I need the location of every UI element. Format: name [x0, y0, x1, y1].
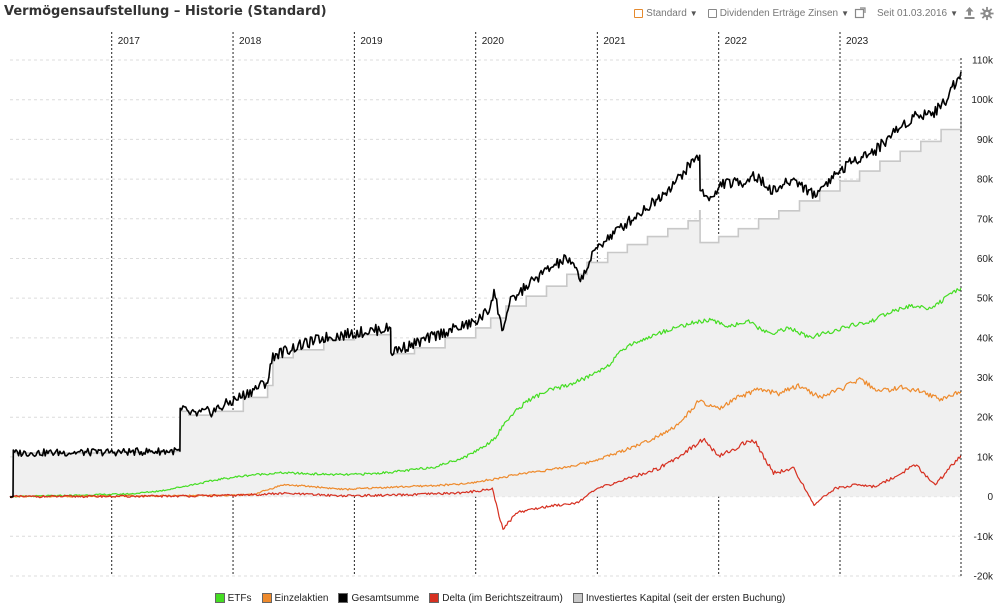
- year-label: 2021: [603, 36, 626, 47]
- legend-swatch: [214, 593, 225, 603]
- legend-item[interactable]: ETFs: [214, 590, 252, 606]
- filter-select-label: Dividenden Erträge Zinsen: [719, 7, 839, 19]
- year-label: 2020: [482, 36, 505, 47]
- filter-select-icon: [707, 8, 717, 18]
- legend-swatch: [338, 593, 349, 603]
- history-chart[interactable]: 110k 100k 90k 80k 70k 60k 50k 40k 30k 20k 10k 0 -10k…: [0, 28, 1000, 588]
- series-line-gesamtsumme: [9, 71, 962, 499]
- year-label: 2022: [725, 36, 748, 47]
- chart-header: Vermögensaufstellung – Historie (Standar…: [0, 0, 1000, 28]
- settings-gear-icon[interactable]: [980, 6, 994, 20]
- y-tick-label: 60k: [977, 254, 994, 265]
- x-axis-year-labels: 2017 2018 2019 2020 2021 2022 2023: [118, 36, 869, 47]
- legend-label: Einzelaktien: [274, 592, 329, 604]
- year-label: 2018: [239, 36, 262, 47]
- legend-label: Delta (im Berichtszeitraum): [442, 592, 563, 604]
- legend-item[interactable]: Einzelaktien: [261, 590, 329, 606]
- calendar-range-icon[interactable]: [853, 6, 867, 20]
- legend-label: ETFs: [227, 592, 252, 604]
- legend-swatch: [429, 593, 440, 603]
- series-line-etfs: [9, 287, 962, 498]
- y-tick-label: 20k: [977, 413, 994, 424]
- chart-title: Vermögensaufstellung – Historie (Standar…: [4, 4, 327, 19]
- year-label: 2023: [846, 36, 869, 47]
- y-tick-label: 0: [987, 492, 993, 503]
- series-area-investiertes-kapital: [10, 117, 961, 497]
- view-select-icon: [634, 8, 644, 18]
- legend-item[interactable]: Gesamtsumme: [338, 590, 419, 606]
- chevron-down-icon: ▼: [689, 8, 698, 18]
- y-tick-label: -20k: [974, 572, 994, 583]
- y-tick-label: 30k: [977, 373, 994, 384]
- y-tick-label: 70k: [977, 214, 994, 225]
- view-select[interactable]: Standard ▼: [634, 8, 698, 19]
- chart-legend: ETFs Einzelaktien Gesamtsumme Delta (im Ber…: [0, 590, 1000, 606]
- legend-label: Gesamtsumme: [351, 592, 420, 604]
- y-tick-label: 10k: [977, 452, 994, 463]
- legend-item[interactable]: Delta (im Berichtszeitraum): [429, 590, 563, 606]
- legend-item[interactable]: Investiertes Kapital (seit der ersten Bu…: [572, 590, 786, 606]
- view-select-label: Standard: [646, 7, 687, 19]
- y-tick-label: 50k: [977, 294, 994, 305]
- y-tick-label: 110k: [972, 56, 994, 67]
- chevron-down-icon: ▼: [950, 8, 958, 18]
- filter-select[interactable]: Dividenden Erträge Zinsen ▼: [707, 7, 850, 19]
- export-icon[interactable]: [962, 6, 976, 20]
- year-label: 2017: [118, 36, 141, 47]
- since-select[interactable]: Seit 01.03.2016 ▼: [877, 8, 958, 19]
- y-tick-label: 90k: [977, 135, 994, 146]
- chart-controls: Standard ▼ Dividenden Erträge Zinsen ▼ S…: [628, 6, 994, 20]
- legend-label: Investiertes Kapital (seit der ersten Bu…: [585, 592, 786, 604]
- series-line-delta-im-berichtszeitraum: [9, 437, 962, 530]
- y-tick-label: -10k: [974, 532, 994, 543]
- since-select-label: Seit 01.03.2016: [877, 7, 948, 19]
- y-tick-label: 100k: [971, 95, 994, 106]
- y-axis: 110k 100k 90k 80k 70k 60k 50k 40k 30k 20k 10k 0 -10k…: [960, 56, 994, 583]
- year-label: 2019: [360, 36, 383, 47]
- series-layer: [9, 71, 962, 530]
- legend-swatch: [572, 593, 583, 603]
- y-tick-label: 40k: [977, 333, 994, 344]
- legend-swatch: [261, 593, 272, 603]
- chevron-down-icon: ▼: [841, 8, 850, 18]
- y-tick-label: 80k: [977, 175, 994, 186]
